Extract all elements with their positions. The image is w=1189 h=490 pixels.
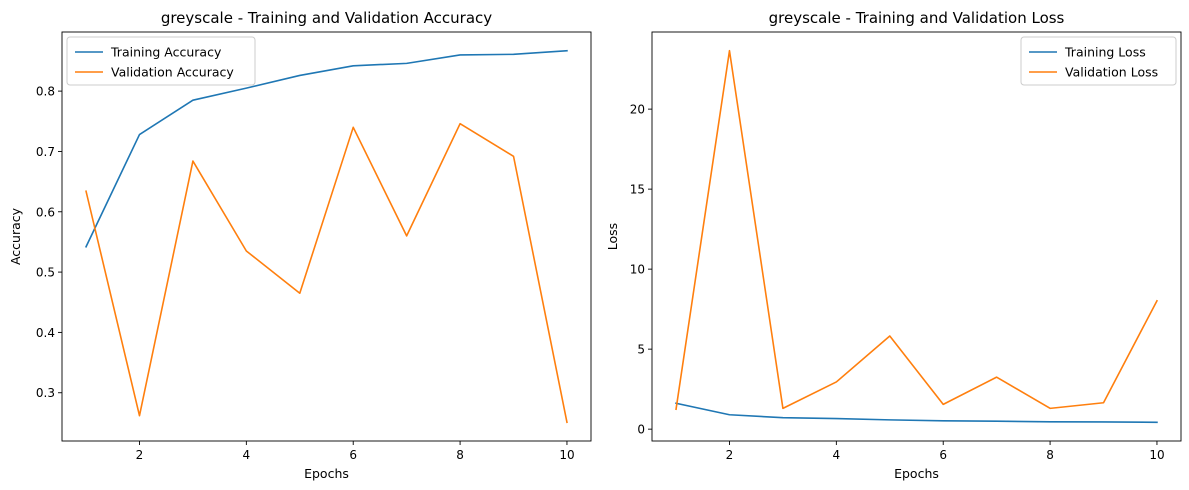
legend-entry-label: Validation Loss [1065,65,1158,80]
x-tick-label: 4 [833,448,841,462]
legend: Training Loss Validation Loss [1020,36,1177,86]
series-line-training-loss [675,402,1158,424]
y-tick-label: 15 [630,183,645,197]
y-tick-label: 0 [637,423,645,437]
y-tick-label: 10 [630,263,645,277]
x-tick-label: 2 [136,448,144,462]
y-tick-label: 0.8 [36,85,55,99]
chart-title: greyscale - Training and Validation Accu… [161,9,492,27]
chart-1: greyscale - Training and Validation Accu… [8,9,592,481]
legend: Training Accuracy Validation Accuracy [66,36,256,86]
chart-title: greyscale - Training and Validation Loss [769,9,1065,27]
x-tick-label: 10 [1149,448,1164,462]
y-tick-label: 0.5 [36,266,55,280]
x-axis-label: Epochs [894,466,939,481]
plot-frame [61,31,592,442]
legend-entry-label: Validation Accuracy [111,65,234,80]
legend-entry-label: Training Loss [1064,45,1146,60]
x-tick-label: 4 [243,448,251,462]
legend-entry-label: Training Accuracy [110,45,222,60]
x-tick-label: 10 [559,448,574,462]
series-line-validation-loss [675,49,1159,411]
y-tick-label: 5 [637,343,645,357]
legend-box [1020,36,1177,86]
chart-2: greyscale - Training and Validation Loss… [605,9,1182,481]
legend-box [66,36,256,86]
y-axis-label: Loss [605,223,620,250]
x-tick-label: 8 [456,448,464,462]
y-tick-label: 0.4 [36,326,55,340]
x-tick-label: 2 [726,448,734,462]
y-axis-label: Accuracy [8,207,23,265]
y-tick-label: 0.6 [36,205,55,219]
y-tick-label: 20 [630,103,645,117]
plot-frame [651,31,1182,442]
x-axis-label: Epochs [304,466,349,481]
series-line-training-accuracy [84,49,568,248]
x-tick-label: 6 [939,448,947,462]
series-line-validation-accuracy [85,122,568,424]
x-tick-label: 8 [1046,448,1054,462]
y-tick-label: 0.3 [36,386,55,400]
y-tick-label: 0.7 [36,145,55,159]
x-tick-label: 6 [349,448,357,462]
